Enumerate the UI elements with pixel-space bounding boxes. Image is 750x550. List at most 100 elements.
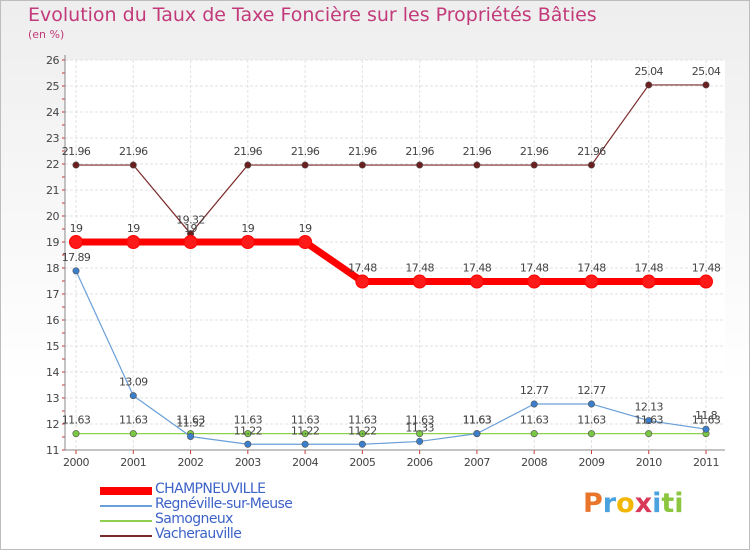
data-label: 11.63: [577, 414, 606, 427]
data-point: [699, 274, 713, 289]
data-label: 21.96: [348, 145, 377, 158]
data-label: 11.63: [62, 414, 91, 427]
y-tick-label: 23: [46, 132, 59, 145]
data-point: [129, 392, 137, 400]
data-label: 25.04: [634, 65, 663, 78]
x-tick-label: 2004: [292, 456, 318, 469]
data-point: [416, 437, 424, 445]
data-point: [358, 161, 366, 169]
x-tick-label: 2007: [464, 456, 490, 469]
logo-letter: r: [602, 488, 617, 519]
data-label: 11.22: [234, 424, 263, 437]
data-point: [645, 417, 653, 425]
legend-swatch: [100, 535, 152, 537]
data-label: 11.63: [119, 414, 148, 427]
logo-letter: t: [661, 488, 675, 519]
data-label: 11.63: [463, 414, 492, 427]
data-point: [645, 430, 653, 438]
data-label: 19: [299, 222, 312, 235]
data-point: [69, 235, 83, 249]
data-point: [469, 274, 484, 289]
data-point: [416, 430, 424, 438]
data-label: 19: [184, 222, 197, 235]
data-label: 12.77: [520, 384, 549, 397]
data-point: [298, 235, 313, 249]
data-point: [645, 81, 653, 89]
y-tick-label: 20: [46, 210, 59, 223]
y-tick-label: 18: [46, 262, 59, 275]
series-line-champneuville: [76, 238, 706, 286]
series-line-vacherauville: [76, 84, 706, 235]
logo-letter: i: [674, 488, 684, 519]
data-point: [244, 440, 252, 448]
legend-label: Regnéville-sur-Meuse: [155, 496, 293, 512]
series-line-regn-ville-sur-meuse: [75, 270, 707, 445]
y-tick-label: 16: [46, 314, 59, 327]
y-tick-label: 13: [46, 392, 59, 405]
data-point: [244, 430, 252, 438]
data-label: 11.63: [463, 414, 492, 427]
data-point: [473, 430, 481, 438]
data-point: [72, 430, 80, 438]
data-point: [587, 430, 595, 438]
data-label: 11.63: [692, 414, 721, 427]
data-label: 21.96: [119, 145, 148, 158]
data-label: 12.13: [634, 401, 663, 414]
y-tick-label: 24: [46, 106, 59, 119]
legend-label: Vacherauville: [155, 526, 242, 542]
data-label: 11.22: [348, 424, 377, 437]
data-point: [126, 235, 141, 249]
data-point: [240, 235, 255, 249]
legend-label: CHAMPNEUVILLE: [155, 481, 266, 497]
legend-swatch: [100, 520, 152, 522]
x-tick-label: 2005: [349, 456, 375, 469]
logo-letter: i: [652, 488, 662, 519]
data-label: 25.04: [692, 65, 721, 78]
chart-title: Evolution du Taux de Taxe Foncière sur l…: [28, 4, 597, 26]
data-label: 11.63: [176, 414, 205, 427]
data-label: 17.48: [520, 262, 549, 275]
data-label: 21.96: [463, 145, 492, 158]
data-label: 17.48: [634, 262, 663, 275]
data-point: [702, 81, 710, 89]
data-point: [530, 161, 538, 169]
data-point: [129, 161, 137, 169]
data-point: [641, 274, 656, 289]
y-tick-label: 12: [46, 418, 59, 431]
data-label: 21.96: [62, 145, 91, 158]
data-point: [587, 400, 595, 408]
data-point: [358, 430, 366, 438]
data-point: [416, 161, 424, 169]
data-point: [412, 274, 427, 289]
data-label: 11.63: [520, 414, 549, 427]
data-point: [183, 235, 198, 249]
data-point: [527, 274, 542, 289]
x-tick-label: 2000: [63, 456, 89, 469]
data-point: [301, 161, 309, 169]
y-tick-label: 25: [46, 80, 59, 93]
y-tick-label: 21: [46, 184, 59, 197]
proxiti-logo: Proxiti: [583, 488, 684, 519]
legend-swatch: [100, 505, 152, 507]
data-label: 19: [70, 222, 83, 235]
legend-label: Samogneux: [155, 511, 233, 527]
data-point: [358, 440, 366, 448]
x-tick-label: 2002: [178, 456, 204, 469]
data-label: 17.48: [692, 262, 721, 275]
logo-letter: x: [634, 488, 653, 519]
data-point: [301, 440, 309, 448]
data-label: 19.32: [176, 214, 205, 227]
data-label: 11.63: [291, 414, 320, 427]
y-tick-label: 17: [46, 288, 59, 301]
y-tick-label: 19: [46, 236, 59, 249]
data-label: 11.8: [695, 409, 718, 422]
y-tick-label: 22: [46, 158, 59, 171]
y-tick-label: 26: [46, 54, 59, 67]
data-point: [530, 400, 538, 408]
data-label: 11.63: [234, 414, 263, 427]
data-label: 11.52: [176, 416, 205, 429]
data-point: [584, 274, 599, 289]
data-label: 17.48: [463, 262, 492, 275]
data-label: 11.63: [348, 414, 377, 427]
